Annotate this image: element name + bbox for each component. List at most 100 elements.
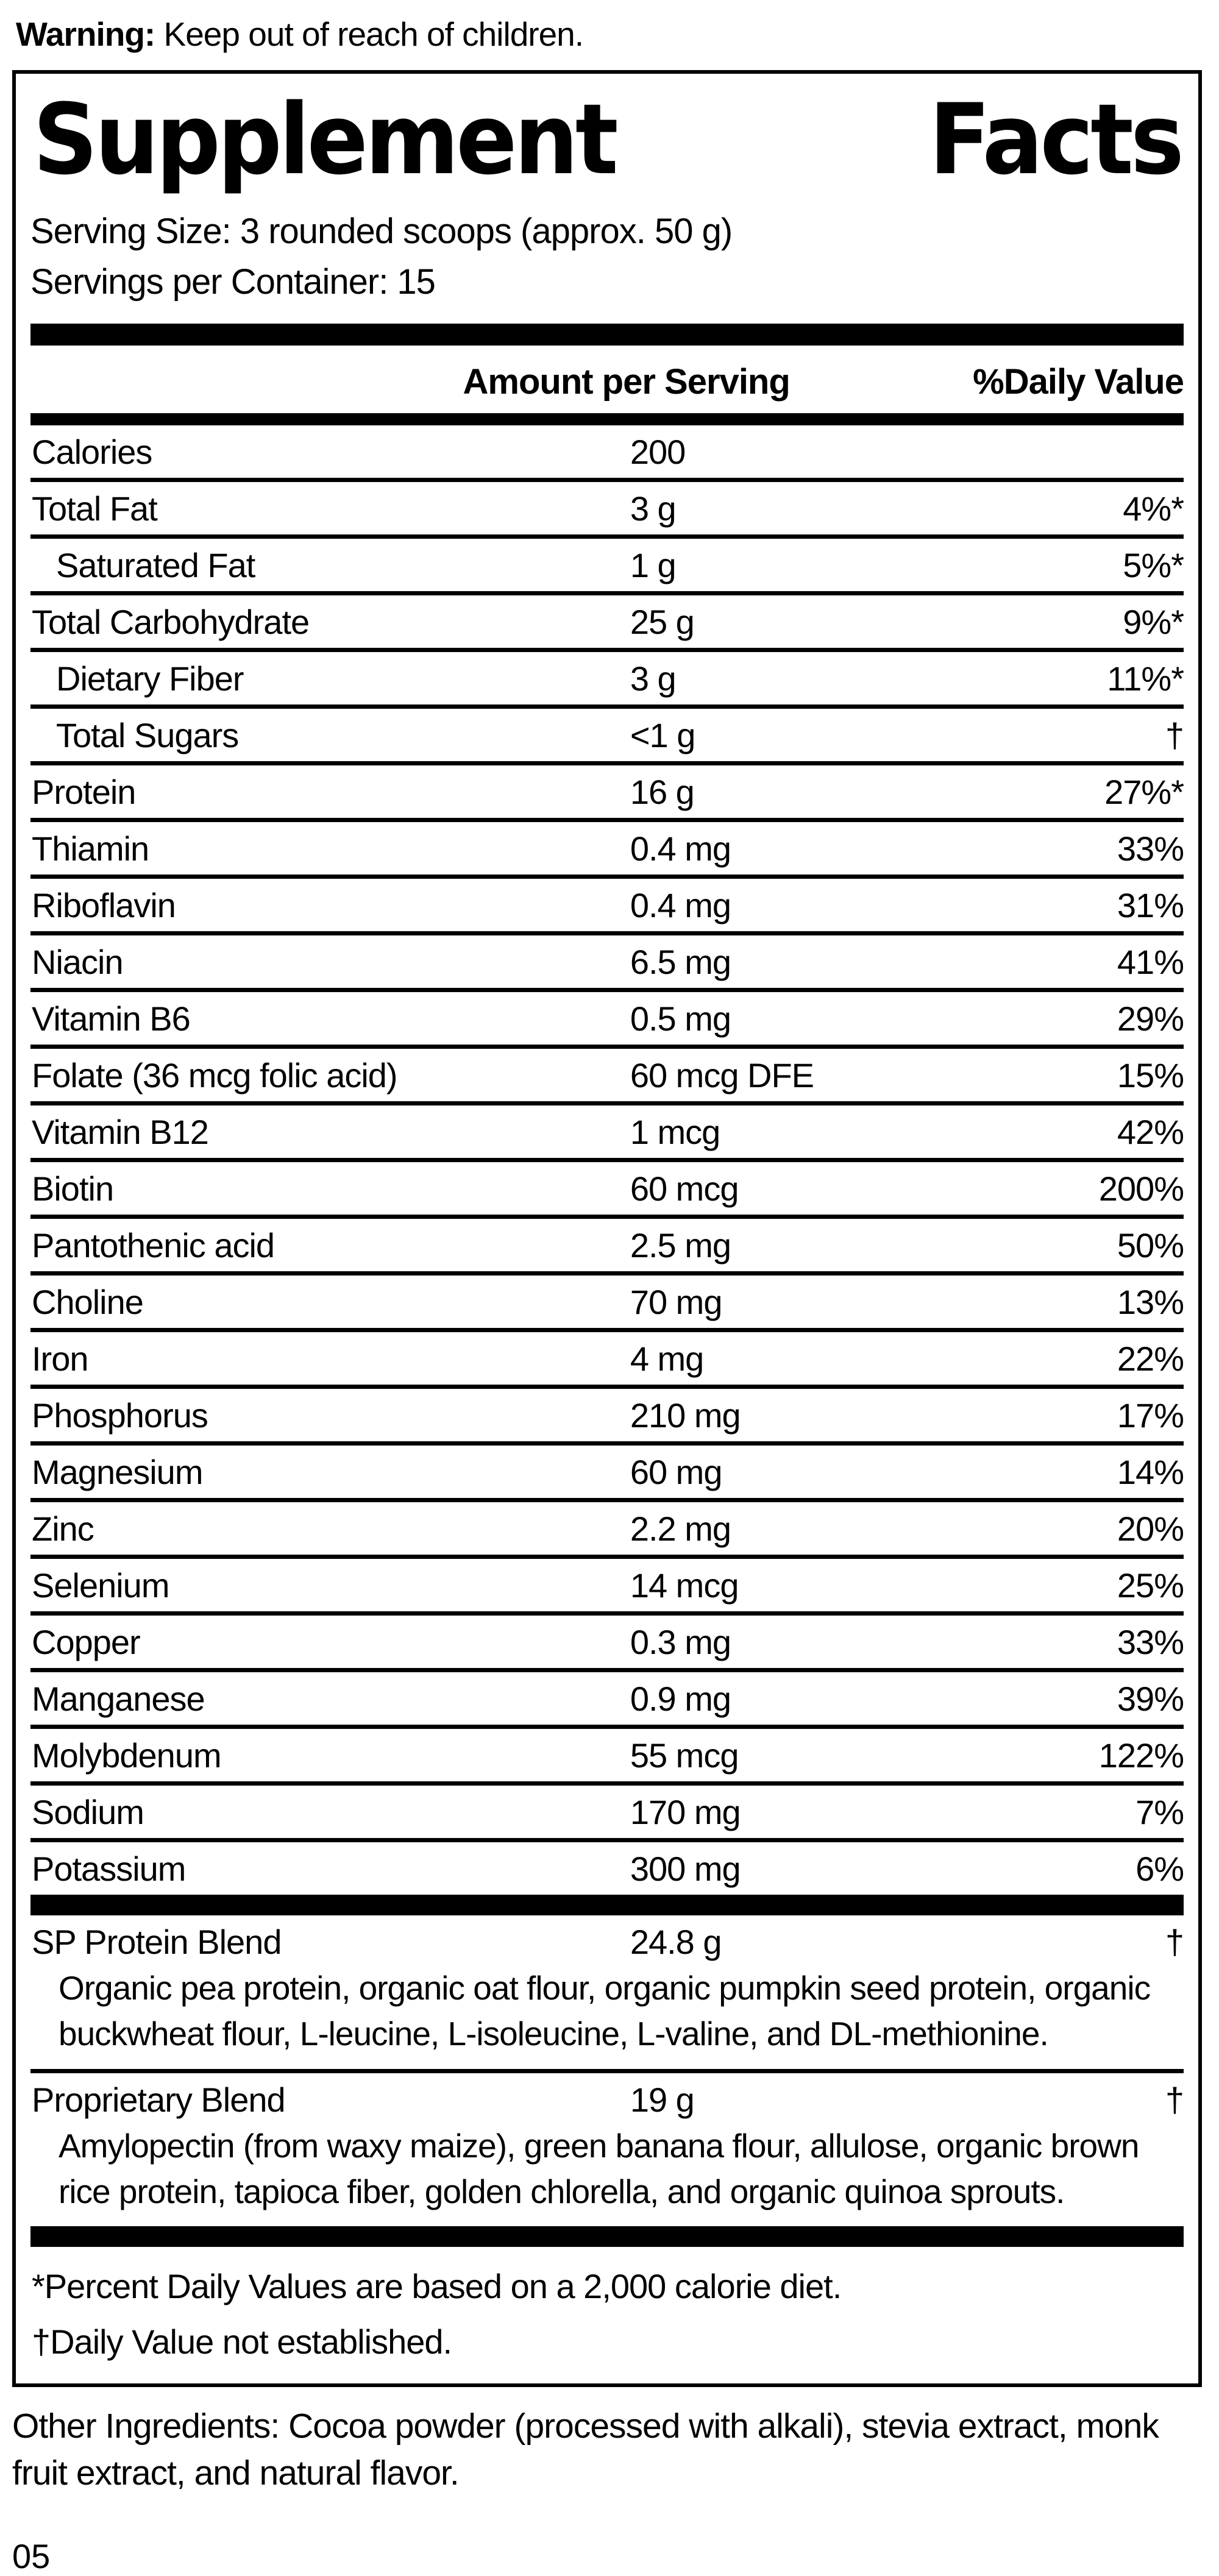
nutrient-daily-value: 7% — [1135, 1793, 1184, 1832]
warning-label: Warning: — [16, 15, 155, 53]
blend-amount: 19 g — [630, 2080, 695, 2119]
table-row: Vitamin B12 1 mcg 42% — [30, 1105, 1184, 1163]
serving-info: Serving Size: 3 rounded scoops (approx. … — [30, 190, 1184, 308]
nutrient-name: Thiamin — [32, 829, 149, 868]
table-row: Magnesium 60 mg 14% — [30, 1446, 1184, 1503]
table-row: Saturated Fat 1 g 5%* — [30, 539, 1184, 596]
table-row: Total Fat 3 g 4%* — [30, 482, 1184, 539]
nutrient-name: Manganese — [32, 1680, 205, 1719]
nutrient-amount: 0.3 mg — [630, 1623, 731, 1662]
nutrient-daily-value: 50% — [1117, 1226, 1184, 1265]
table-row: Vitamin B6 0.5 mg 29% — [30, 992, 1184, 1049]
nutrient-name: Molybdenum — [32, 1736, 222, 1775]
table-row: Niacin 6.5 mg 41% — [30, 935, 1184, 993]
nutrient-name: Dietary Fiber — [56, 659, 244, 698]
nutrient-amount: 0.4 mg — [630, 829, 731, 868]
warning-text: Keep out of reach of children. — [155, 15, 585, 53]
nutrient-daily-value: 25% — [1117, 1566, 1184, 1605]
supplement-facts-panel: Supplement Facts Serving Size: 3 rounded… — [12, 69, 1202, 2387]
nutrient-amount: <1 g — [630, 716, 696, 755]
nutrient-name: Saturated Fat — [56, 546, 255, 585]
divider-bar-top — [30, 324, 1184, 346]
nutrient-amount: 300 mg — [630, 1850, 741, 1889]
nutrient-amount: 16 g — [630, 773, 695, 812]
panel-title: Supplement Facts — [30, 74, 1184, 199]
nutrient-daily-value: 200% — [1098, 1169, 1184, 1208]
column-header-amount: Amount per Serving — [463, 362, 791, 402]
table-row: Molybdenum 55 mcg 122% — [30, 1729, 1184, 1786]
nutrient-daily-value: 5%* — [1123, 546, 1184, 585]
nutrient-amount: 14 mcg — [630, 1566, 739, 1605]
nutrient-daily-value: 22% — [1117, 1339, 1184, 1378]
table-row: Total Sugars <1 g † — [30, 709, 1184, 766]
nutrient-daily-value: 11%* — [1107, 659, 1184, 698]
blend-amount: 24.8 g — [630, 1923, 722, 1962]
warning-line: Warning: Keep out of reach of children. — [12, 9, 1202, 70]
table-row: Riboflavin 0.4 mg 31% — [30, 879, 1184, 936]
table-row: Thiamin 0.4 mg 33% — [30, 822, 1184, 879]
nutrient-daily-value: 33% — [1117, 1623, 1184, 1662]
blend-row: SP Protein Blend 24.8 g † — [30, 1915, 1184, 1962]
nutrient-amount: 0.4 mg — [630, 886, 731, 925]
nutrient-amount: 3 g — [630, 659, 677, 698]
nutrient-name: Phosphorus — [32, 1396, 208, 1435]
panel-title-right: Facts — [929, 82, 1184, 196]
nutrient-daily-value: 13% — [1117, 1283, 1184, 1322]
footnote-dagger: †Daily Value not established. — [32, 2322, 452, 2361]
table-row: Manganese 0.9 mg 39% — [30, 1672, 1184, 1730]
nutrient-daily-value: 41% — [1117, 943, 1184, 982]
nutrient-amount: 2.5 mg — [630, 1226, 731, 1265]
nutrient-name: Riboflavin — [32, 886, 176, 925]
nutrient-amount: 55 mcg — [630, 1736, 739, 1775]
nutrient-table: Calories 200 Total Fat 3 g 4%* Saturated Fat 1… — [30, 425, 1184, 1895]
blend-daily-value: † — [1165, 2080, 1184, 2119]
nutrient-name: Niacin — [32, 943, 124, 982]
nutrient-amount: 25 g — [630, 603, 695, 642]
nutrient-name: Total Fat — [32, 489, 158, 528]
nutrient-amount: 1 g — [630, 546, 677, 585]
nutrient-name: Folate (36 mcg folic acid) — [32, 1056, 398, 1095]
panel-title-left: Supplement — [33, 82, 619, 196]
blend-section: Proprietary Blend 19 g † Amylopectin (from … — [30, 2073, 1184, 2227]
nutrient-daily-value: 39% — [1117, 1680, 1184, 1719]
divider-bar-blends — [30, 1895, 1184, 1916]
nutrient-daily-value: 20% — [1117, 1510, 1184, 1549]
divider-bar-header — [30, 413, 1184, 426]
nutrient-name: Selenium — [32, 1566, 169, 1605]
nutrient-amount: 1 mcg — [630, 1113, 721, 1152]
nutrient-daily-value: 9%* — [1123, 603, 1184, 642]
nutrient-name: Biotin — [32, 1169, 114, 1208]
nutrient-amount: 210 mg — [630, 1396, 741, 1435]
blend-daily-value: † — [1165, 1923, 1184, 1962]
nutrient-name: Potassium — [32, 1850, 186, 1889]
nutrient-name: Zinc — [32, 1510, 94, 1549]
blend-section: SP Protein Blend 24.8 g † Organic pea prote… — [30, 1915, 1184, 2073]
nutrient-amount: 60 mg — [630, 1453, 723, 1492]
other-ingredients: Other Ingredients: Cocoa powder (process… — [12, 2406, 1159, 2493]
nutrient-daily-value: 122% — [1098, 1736, 1184, 1775]
blend-description: Organic pea protein, organic oat flour, … — [59, 1969, 1151, 2053]
nutrient-name: Vitamin B6 — [32, 999, 191, 1038]
table-row: Pantothenic acid 2.5 mg 50% — [30, 1219, 1184, 1276]
table-row: Protein 16 g 27%* — [30, 765, 1184, 823]
nutrient-daily-value: 17% — [1117, 1396, 1184, 1435]
column-header-daily-value: %Daily Value — [973, 362, 1184, 402]
footnote-percent-dv: *Percent Daily Values are based on a 2,0… — [32, 2267, 842, 2306]
table-header: Amount per Serving %Daily Value — [30, 346, 1184, 413]
blend-sections: SP Protein Blend 24.8 g † Organic pea prote… — [30, 1915, 1184, 2226]
table-row: Biotin 60 mcg 200% — [30, 1162, 1184, 1219]
blend-row: Proprietary Blend 19 g † — [30, 2073, 1184, 2120]
table-row: Calories 200 — [30, 425, 1184, 483]
nutrient-amount: 2.2 mg — [630, 1510, 731, 1549]
nutrient-daily-value: † — [1165, 716, 1184, 755]
nutrient-amount: 60 mcg — [630, 1169, 739, 1208]
table-row: Dietary Fiber 3 g 11%* — [30, 652, 1184, 709]
nutrient-daily-value: 15% — [1117, 1056, 1184, 1095]
footnotes: *Percent Daily Values are based on a 2,0… — [30, 2247, 1184, 2383]
table-row: Copper 0.3 mg 33% — [30, 1616, 1184, 1673]
table-row: Sodium 170 mg 7% — [30, 1786, 1184, 1843]
nutrient-amount: 3 g — [630, 489, 677, 528]
blend-name: Proprietary Blend — [32, 2080, 286, 2119]
nutrient-daily-value: 42% — [1117, 1113, 1184, 1152]
